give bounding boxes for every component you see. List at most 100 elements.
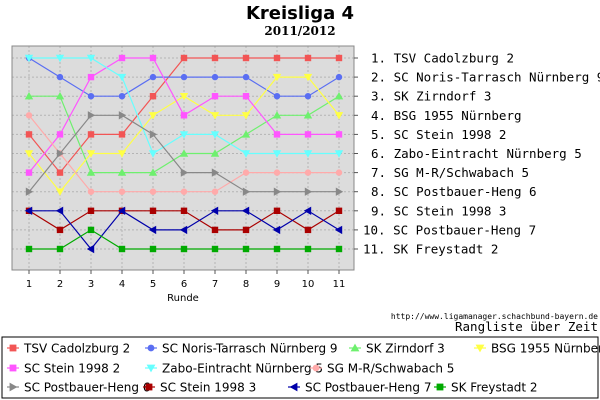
data-point	[303, 150, 313, 158]
data-point	[87, 207, 95, 214]
data-point	[117, 150, 127, 158]
data-point	[86, 150, 96, 158]
data-point	[242, 169, 250, 176]
rank-label: 4. BSG 1955 Nürnberg	[371, 108, 522, 123]
legend-label: SK Freystadt 2	[451, 381, 538, 395]
legend-item: SK Freystadt 2	[434, 381, 538, 395]
data-point	[180, 188, 188, 195]
legend-item: SK Zirndorf 3	[349, 342, 445, 356]
rank-label: 11. SK Freystadt 2	[363, 242, 498, 257]
data-point	[149, 73, 157, 81]
credit-caption: Rangliste über Zeit	[455, 319, 598, 334]
data-point	[56, 245, 64, 253]
legend-label: SC Postbauer-Heng 6	[24, 381, 150, 395]
data-point	[118, 93, 126, 100]
data-point	[118, 111, 127, 120]
data-point	[335, 207, 343, 214]
data-point	[242, 54, 250, 62]
rank-label: 7. SG M-R/Schwabach 5	[371, 165, 529, 180]
data-point	[273, 187, 282, 196]
rank-label: 1. TSV Cadolzburg 2	[371, 51, 514, 66]
data-point	[180, 54, 188, 62]
series-3	[24, 92, 344, 176]
data-point	[335, 187, 344, 196]
data-point	[56, 226, 64, 234]
legend-item: SG M-R/Schwabach 5	[310, 362, 454, 376]
data-point	[273, 131, 281, 138]
data-point	[180, 168, 189, 177]
data-point	[335, 54, 343, 62]
x-tick-label: 10	[302, 279, 315, 290]
data-point	[180, 207, 188, 214]
legend-marker	[9, 344, 17, 352]
rank-label: 8. SC Postbauer-Heng 6	[371, 184, 537, 199]
data-point	[56, 131, 64, 138]
data-point	[241, 130, 251, 138]
data-point	[55, 54, 65, 63]
data-point	[273, 207, 281, 214]
data-point	[303, 111, 313, 119]
data-point	[304, 131, 312, 138]
x-tick-label: 1	[26, 279, 32, 290]
data-point	[242, 187, 251, 196]
data-point	[273, 54, 281, 62]
data-point	[117, 73, 127, 82]
legend-label: Zabo-Eintracht Nürnberg 5	[162, 362, 323, 376]
data-point	[335, 245, 343, 253]
data-point	[118, 188, 126, 195]
data-point	[210, 206, 219, 215]
data-point	[148, 225, 157, 235]
data-point	[55, 188, 65, 196]
data-point	[210, 112, 220, 120]
x-tick-label: 9	[274, 279, 280, 290]
data-point	[304, 169, 312, 176]
series-4	[24, 73, 344, 196]
legend-item: SC Postbauer-Heng 7	[288, 381, 431, 395]
data-point	[55, 206, 64, 215]
data-point	[118, 54, 126, 62]
data-point	[273, 245, 281, 253]
data-point	[179, 93, 189, 101]
legend-item: SC Stein 1998 3	[143, 381, 256, 395]
data-point	[55, 92, 65, 100]
data-point	[148, 150, 158, 158]
rank-label: 2. SC Noris-Tarrasch Nürnberg 9	[371, 70, 600, 85]
data-point	[273, 169, 281, 176]
rank-label: 3. SK Zirndorf 3	[371, 89, 491, 104]
data-point	[149, 93, 157, 100]
legend-label: SK Zirndorf 3	[366, 342, 445, 356]
legend-marker	[146, 364, 156, 373]
data-point	[25, 187, 34, 196]
data-point	[24, 206, 33, 215]
legend-marker	[475, 344, 485, 353]
data-point	[24, 92, 34, 100]
legend-label: SG M-R/Schwabach 5	[327, 362, 454, 376]
legend-item: SC Noris-Tarrasch Nürnberg 9	[145, 342, 338, 356]
legend-label: SC Stein 1998 3	[160, 381, 256, 395]
legend-item: SC Stein 1998 2	[7, 362, 120, 376]
rank-label: 6. Zabo-Eintracht Nürnberg 5	[371, 146, 582, 161]
series-group	[24, 54, 344, 254]
data-point	[211, 93, 219, 100]
legend-item: TSV Cadolzburg 2	[7, 342, 130, 356]
plot-frame	[11, 45, 355, 271]
data-point	[87, 226, 95, 234]
data-point	[303, 73, 313, 82]
data-point	[24, 54, 34, 63]
legend-label: SC Postbauer-Heng 7	[305, 381, 431, 395]
data-point	[56, 149, 65, 158]
data-point	[304, 54, 312, 62]
x-tick-label: 4	[119, 279, 125, 290]
data-point	[149, 188, 157, 195]
legend-marker	[289, 382, 298, 392]
data-point	[272, 73, 282, 82]
series-11	[25, 226, 343, 253]
legend-marker	[9, 382, 18, 392]
data-point	[211, 226, 219, 234]
legend-item: Zabo-Eintracht Nürnberg 5	[145, 362, 323, 376]
data-point	[87, 131, 95, 138]
rank-labels: 1. TSV Cadolzburg 2 2. SC Noris-Tarrasch …	[354, 51, 600, 257]
legend-label: SC Noris-Tarrasch Nürnberg 9	[162, 342, 338, 356]
data-point	[210, 131, 220, 139]
